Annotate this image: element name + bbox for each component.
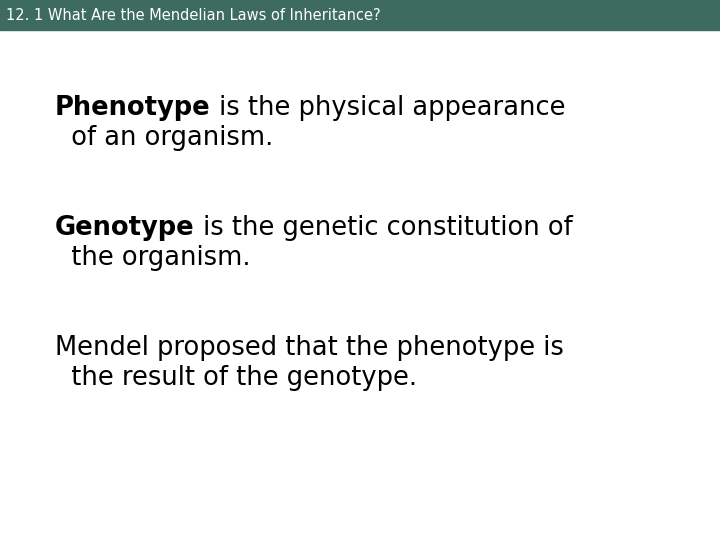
Text: Genotype: Genotype	[55, 215, 194, 241]
Text: 12. 1 What Are the Mendelian Laws of Inheritance?: 12. 1 What Are the Mendelian Laws of Inh…	[6, 8, 381, 23]
Text: of an organism.: of an organism.	[55, 125, 274, 151]
Text: Mendel proposed that the phenotype is: Mendel proposed that the phenotype is	[55, 335, 564, 361]
Text: the organism.: the organism.	[55, 245, 251, 271]
Bar	[0, 0, 720, 30]
Text: the result of the genotype.: the result of the genotype.	[55, 365, 417, 391]
Text: is the genetic constitution of: is the genetic constitution of	[194, 215, 572, 241]
Text: Phenotype: Phenotype	[55, 95, 211, 121]
Text: is the physical appearance: is the physical appearance	[211, 95, 565, 121]
